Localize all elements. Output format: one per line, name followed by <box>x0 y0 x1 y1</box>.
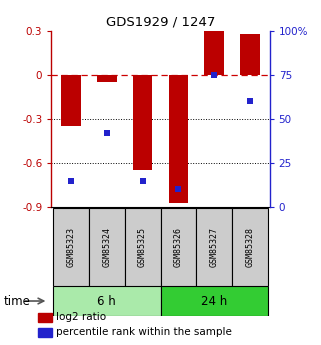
FancyBboxPatch shape <box>53 286 160 316</box>
Bar <box>38 328 52 337</box>
Bar <box>38 313 52 322</box>
Text: log2 ratio: log2 ratio <box>56 313 107 323</box>
Text: percentile rank within the sample: percentile rank within the sample <box>56 327 232 337</box>
Bar <box>97 75 117 82</box>
Text: 24 h: 24 h <box>201 295 227 307</box>
FancyBboxPatch shape <box>160 208 196 286</box>
Text: time: time <box>3 295 30 307</box>
Bar <box>169 75 188 203</box>
Point <box>104 130 109 136</box>
FancyBboxPatch shape <box>53 208 89 286</box>
FancyBboxPatch shape <box>160 286 268 316</box>
Text: GDS1929 / 1247: GDS1929 / 1247 <box>106 16 215 29</box>
Text: GSM85324: GSM85324 <box>102 227 111 267</box>
Text: 6 h: 6 h <box>98 295 116 307</box>
Point <box>247 99 253 104</box>
Point <box>212 72 217 78</box>
Point <box>68 178 74 184</box>
Text: GSM85327: GSM85327 <box>210 227 219 267</box>
Point <box>140 178 145 184</box>
Text: GSM85326: GSM85326 <box>174 227 183 267</box>
FancyBboxPatch shape <box>89 208 125 286</box>
FancyBboxPatch shape <box>196 208 232 286</box>
Point <box>176 187 181 192</box>
Text: GSM85323: GSM85323 <box>66 227 75 267</box>
Bar <box>240 34 260 75</box>
Text: GSM85325: GSM85325 <box>138 227 147 267</box>
Text: GSM85328: GSM85328 <box>246 227 255 267</box>
FancyBboxPatch shape <box>232 208 268 286</box>
FancyBboxPatch shape <box>125 208 160 286</box>
Bar <box>204 31 224 75</box>
Bar <box>133 75 152 170</box>
Bar <box>61 75 81 126</box>
